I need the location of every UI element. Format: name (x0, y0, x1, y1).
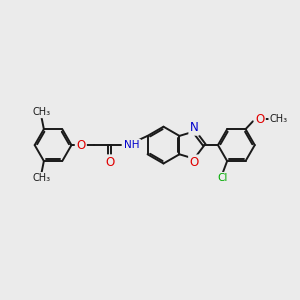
Text: O: O (190, 156, 199, 169)
Text: CH₃: CH₃ (270, 114, 288, 124)
Text: CH₃: CH₃ (32, 173, 50, 183)
Text: O: O (105, 156, 114, 169)
Text: O: O (76, 139, 86, 152)
Text: CH₃: CH₃ (32, 107, 50, 117)
Text: Cl: Cl (218, 173, 228, 183)
Text: NH: NH (124, 140, 140, 150)
Text: O: O (255, 113, 264, 126)
Text: N: N (190, 121, 199, 134)
